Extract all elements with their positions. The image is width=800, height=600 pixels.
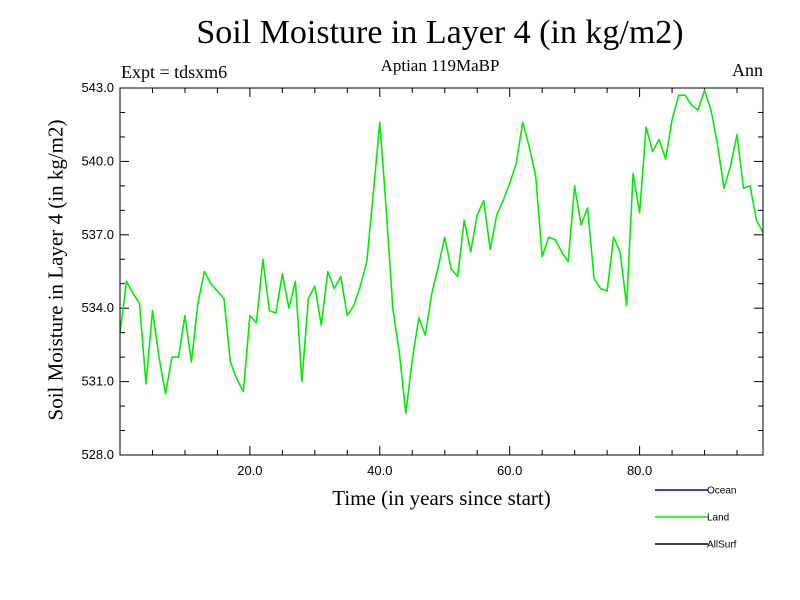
tick-marks: [119, 87, 763, 456]
legend-label-land: Land: [707, 513, 729, 524]
experiment-label: Expt = tdsxm6: [121, 62, 228, 82]
x-tick-label: 20.0: [237, 463, 262, 478]
legend-label-allsurf: AllSurf: [707, 540, 737, 551]
chart-title: Soil Moisture in Layer 4 (in kg/m2): [196, 14, 684, 51]
x-tick-label: 40.0: [367, 463, 392, 478]
y-tick-label: 528.0: [81, 447, 114, 462]
chart-subtitle: Aptian 119MaBP: [380, 56, 500, 75]
tick-labels: 528.0 531.0 534.0 537.0 540.0 543.0 20.0 40.0 60…: [81, 80, 652, 478]
y-tick-label: 531.0: [81, 374, 114, 389]
x-axis-label: Time (in years since start): [332, 486, 551, 510]
series-layer: [119, 89, 764, 415]
legend: Ocean Land AllSurf: [655, 486, 737, 551]
y-tick-label: 537.0: [81, 227, 114, 242]
plot-frame: [119, 87, 764, 456]
legend-label-ocean: Ocean: [707, 486, 736, 497]
y-tick-label: 543.0: [81, 80, 114, 95]
y-tick-label: 540.0: [81, 153, 114, 168]
x-tick-label: 80.0: [627, 463, 652, 478]
x-tick-label: 60.0: [497, 463, 522, 478]
series-line-land: [119, 89, 764, 415]
season-label: Ann: [732, 60, 763, 80]
y-tick-label: 534.0: [81, 300, 114, 315]
